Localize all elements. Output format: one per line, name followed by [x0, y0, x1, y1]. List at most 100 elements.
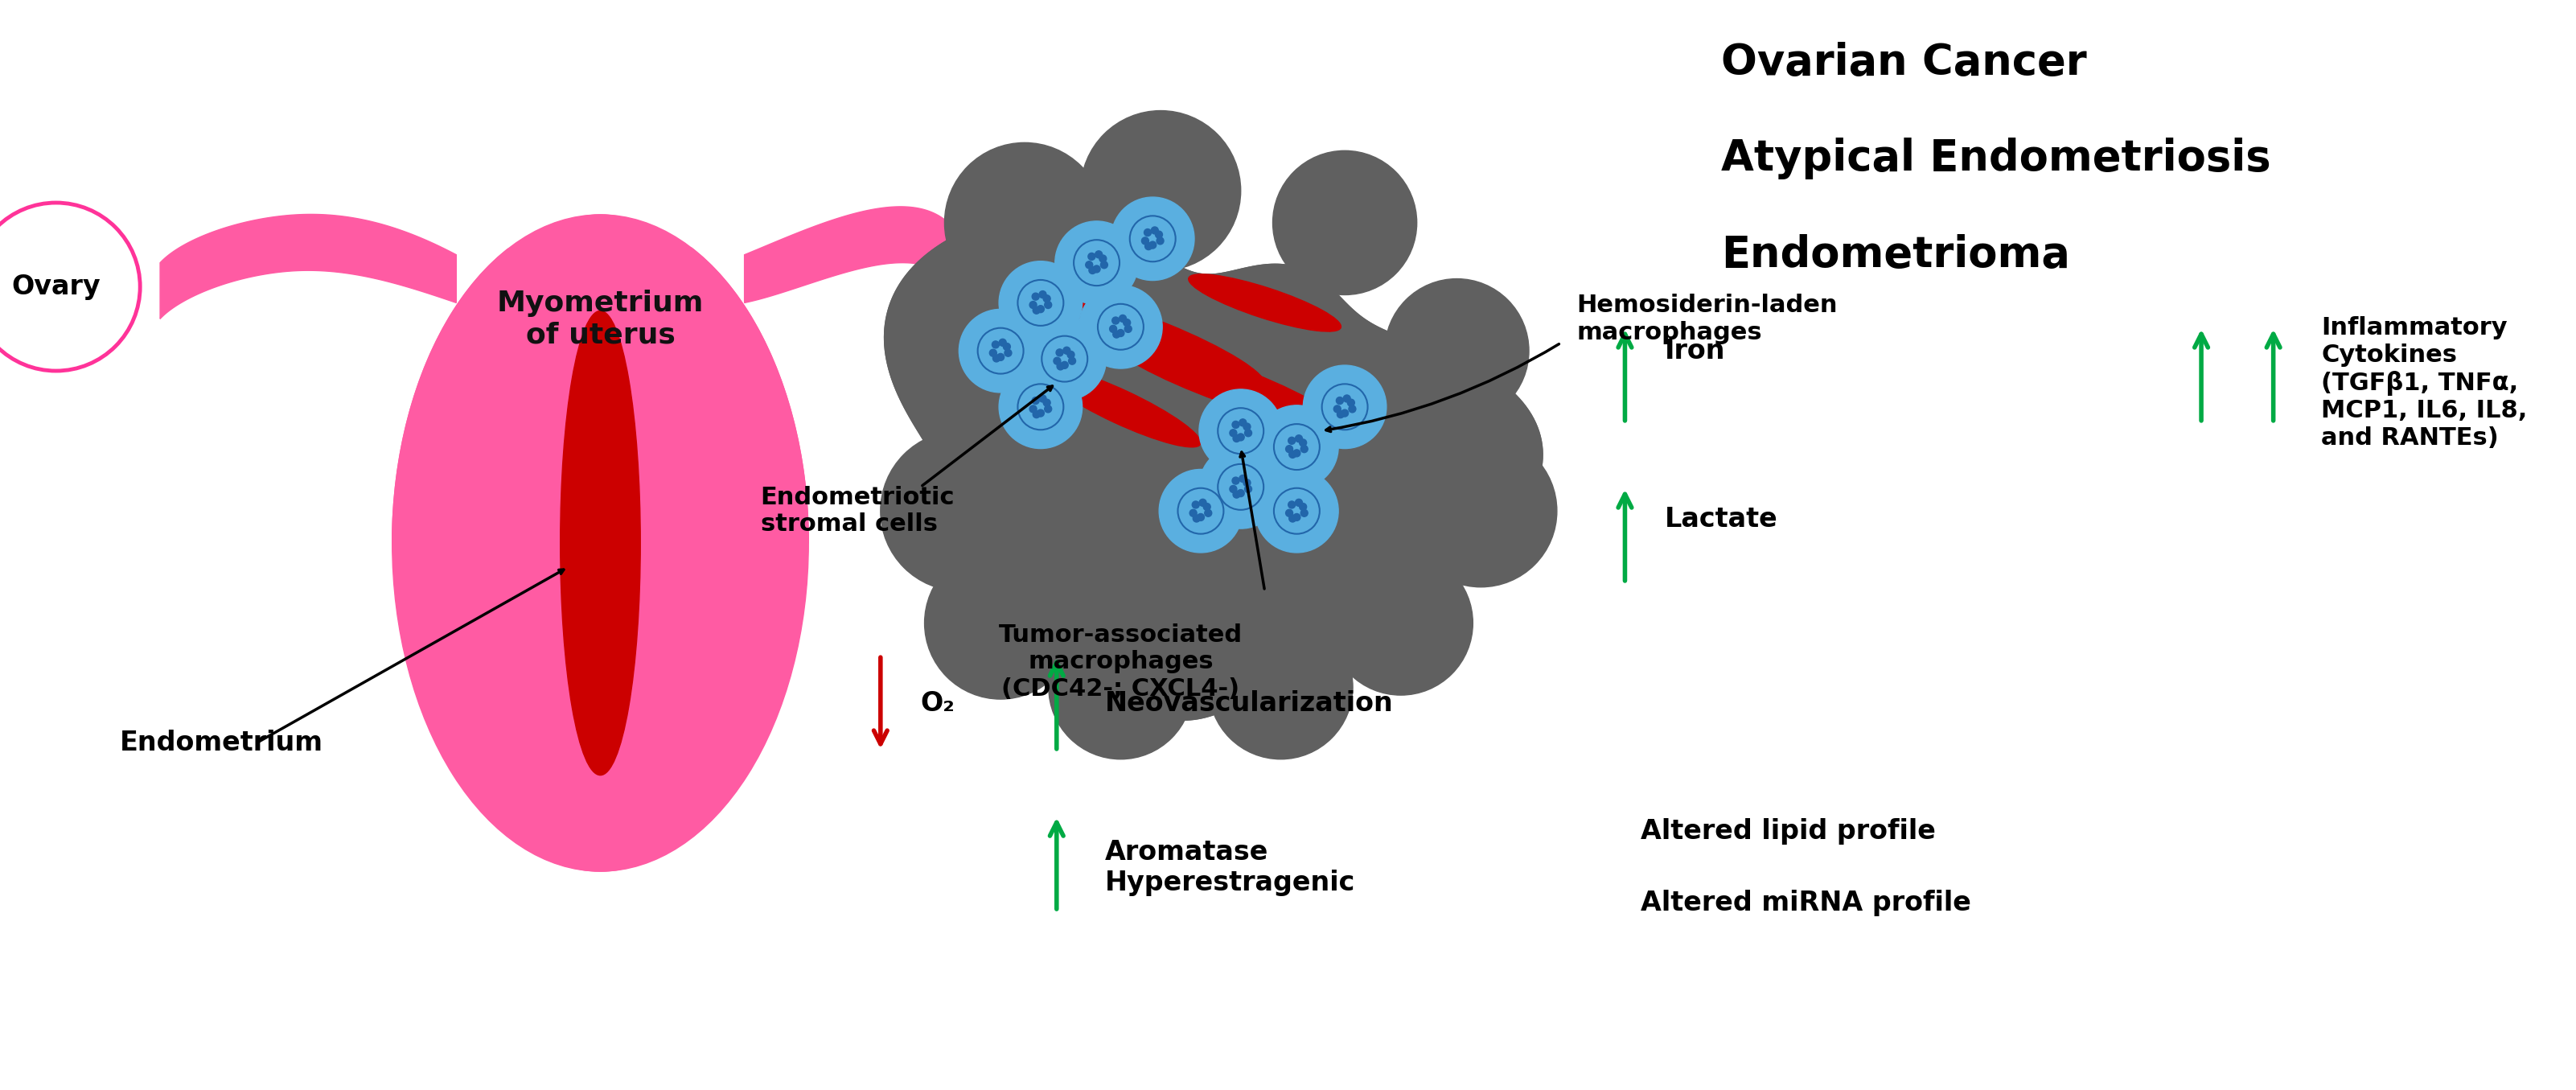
Circle shape: [1005, 349, 1012, 356]
Circle shape: [1239, 475, 1247, 482]
Circle shape: [1386, 279, 1530, 423]
Text: Myometrium
of uterus: Myometrium of uterus: [497, 289, 703, 349]
Polygon shape: [744, 207, 961, 303]
Polygon shape: [160, 215, 456, 318]
Circle shape: [1198, 513, 1206, 521]
Circle shape: [1288, 451, 1296, 458]
Circle shape: [1296, 499, 1303, 506]
Circle shape: [1084, 262, 1092, 268]
Circle shape: [1244, 480, 1249, 486]
Circle shape: [1298, 439, 1306, 447]
Circle shape: [958, 310, 1043, 392]
Circle shape: [1030, 301, 1036, 308]
Circle shape: [1118, 329, 1123, 337]
Ellipse shape: [1113, 338, 1337, 427]
Circle shape: [1231, 477, 1239, 484]
Text: Iron: Iron: [1664, 338, 1726, 364]
Circle shape: [1126, 325, 1131, 332]
Circle shape: [1255, 470, 1340, 553]
Circle shape: [1329, 552, 1473, 695]
Text: Neovascularization: Neovascularization: [1105, 690, 1394, 716]
Circle shape: [1090, 267, 1095, 274]
Circle shape: [1244, 485, 1252, 493]
Polygon shape: [884, 213, 1543, 720]
Circle shape: [1113, 330, 1121, 338]
Circle shape: [1298, 504, 1306, 510]
Circle shape: [1043, 405, 1051, 413]
Circle shape: [1095, 251, 1103, 258]
Circle shape: [1239, 419, 1247, 426]
Circle shape: [1159, 470, 1242, 553]
Text: Lactate: Lactate: [1664, 506, 1777, 532]
Circle shape: [1301, 446, 1309, 452]
Circle shape: [999, 262, 1082, 344]
Circle shape: [1023, 317, 1105, 400]
Circle shape: [1404, 435, 1556, 588]
Circle shape: [1293, 449, 1301, 457]
Circle shape: [1033, 411, 1041, 417]
Polygon shape: [884, 213, 1543, 720]
Circle shape: [1110, 197, 1195, 280]
Circle shape: [1038, 291, 1046, 298]
Ellipse shape: [392, 215, 809, 871]
Circle shape: [945, 143, 1105, 303]
Circle shape: [1038, 305, 1043, 313]
Circle shape: [1061, 362, 1069, 368]
Circle shape: [1293, 513, 1301, 521]
Ellipse shape: [562, 311, 641, 775]
Circle shape: [1200, 499, 1206, 506]
Circle shape: [1229, 485, 1236, 493]
Circle shape: [1151, 227, 1159, 234]
Circle shape: [1198, 389, 1283, 473]
Circle shape: [1244, 423, 1249, 431]
Circle shape: [1069, 358, 1077, 364]
Circle shape: [1033, 397, 1038, 404]
Circle shape: [1033, 293, 1038, 300]
Circle shape: [1154, 231, 1162, 239]
Text: Aromatase
Hyperestragenic: Aromatase Hyperestragenic: [1105, 838, 1355, 896]
Circle shape: [1038, 410, 1043, 416]
Circle shape: [1198, 446, 1283, 529]
Circle shape: [1100, 255, 1108, 263]
Circle shape: [1337, 397, 1345, 404]
Circle shape: [1144, 243, 1151, 250]
Circle shape: [1038, 395, 1046, 402]
Circle shape: [1144, 229, 1151, 237]
Circle shape: [992, 341, 999, 348]
Circle shape: [1334, 405, 1342, 413]
Circle shape: [1100, 262, 1108, 268]
Circle shape: [999, 365, 1082, 448]
Circle shape: [1301, 509, 1309, 517]
Circle shape: [989, 349, 997, 356]
Circle shape: [1203, 504, 1211, 510]
Circle shape: [1079, 286, 1162, 368]
Circle shape: [1236, 434, 1244, 440]
Circle shape: [1193, 501, 1200, 508]
Circle shape: [1066, 351, 1074, 359]
Circle shape: [1337, 411, 1345, 417]
Text: Ovarian Cancer: Ovarian Cancer: [1721, 41, 2087, 84]
Circle shape: [1087, 253, 1095, 261]
Circle shape: [1002, 343, 1010, 350]
Circle shape: [1190, 509, 1198, 517]
Circle shape: [889, 263, 1064, 439]
Circle shape: [1285, 446, 1293, 452]
Circle shape: [1056, 221, 1139, 304]
Circle shape: [1118, 315, 1126, 323]
Circle shape: [1234, 490, 1239, 498]
Text: Atypical Endometriosis: Atypical Endometriosis: [1721, 137, 2272, 180]
Text: Endometrium: Endometrium: [121, 730, 325, 756]
Circle shape: [1054, 358, 1061, 364]
Circle shape: [1273, 150, 1417, 294]
Text: Altered lipid profile: Altered lipid profile: [1641, 818, 1937, 845]
Text: Endometrioma: Endometrioma: [1721, 234, 2071, 276]
Circle shape: [1285, 509, 1293, 517]
Circle shape: [1288, 501, 1296, 508]
Text: Tumor-associated
macrophages
(CDC42-; CXCL4-): Tumor-associated macrophages (CDC42-; CX…: [999, 623, 1242, 701]
Text: Endometriotic
stromal cells: Endometriotic stromal cells: [760, 486, 956, 536]
Text: O₂: O₂: [920, 690, 956, 716]
Circle shape: [1043, 399, 1051, 407]
Text: Inflammatory
Cytokines
(TGFβ1, TNFα,
MCP1, IL6, IL8,
and RANTEs): Inflammatory Cytokines (TGFβ1, TNFα, MCP…: [2321, 316, 2527, 449]
Circle shape: [1043, 295, 1051, 302]
Circle shape: [925, 547, 1077, 699]
